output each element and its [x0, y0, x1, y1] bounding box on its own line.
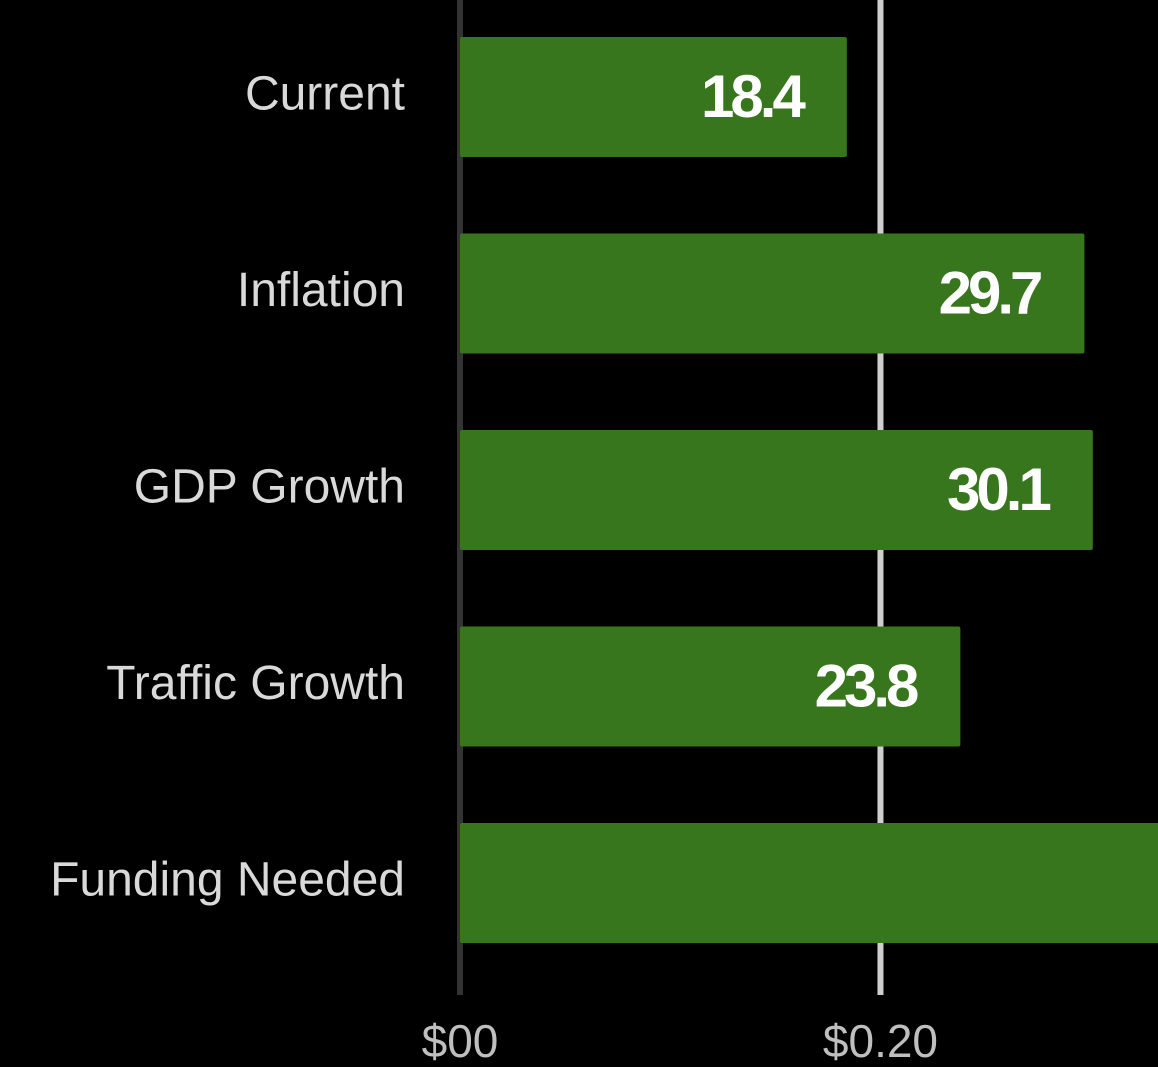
x-tick-label: $0.20	[823, 1015, 938, 1067]
bar	[460, 626, 961, 747]
y-tick-label: Funding Needed	[50, 854, 405, 907]
bar	[460, 233, 1085, 354]
x-tick-label: $00	[422, 1015, 499, 1067]
data-label: 29.7	[939, 259, 1041, 326]
data-label: 23.8	[815, 652, 918, 719]
data-label: 30.1	[947, 456, 1050, 523]
y-tick-label: GDP Growth	[134, 461, 405, 514]
bar	[460, 37, 847, 157]
data-label: 18.4	[701, 63, 806, 130]
y-tick-label: Inflation	[237, 264, 405, 317]
y-tick-label: Current	[245, 68, 405, 121]
y-tick-label: Traffic Growth	[106, 657, 405, 710]
bar	[460, 823, 1158, 943]
bar	[460, 430, 1093, 550]
